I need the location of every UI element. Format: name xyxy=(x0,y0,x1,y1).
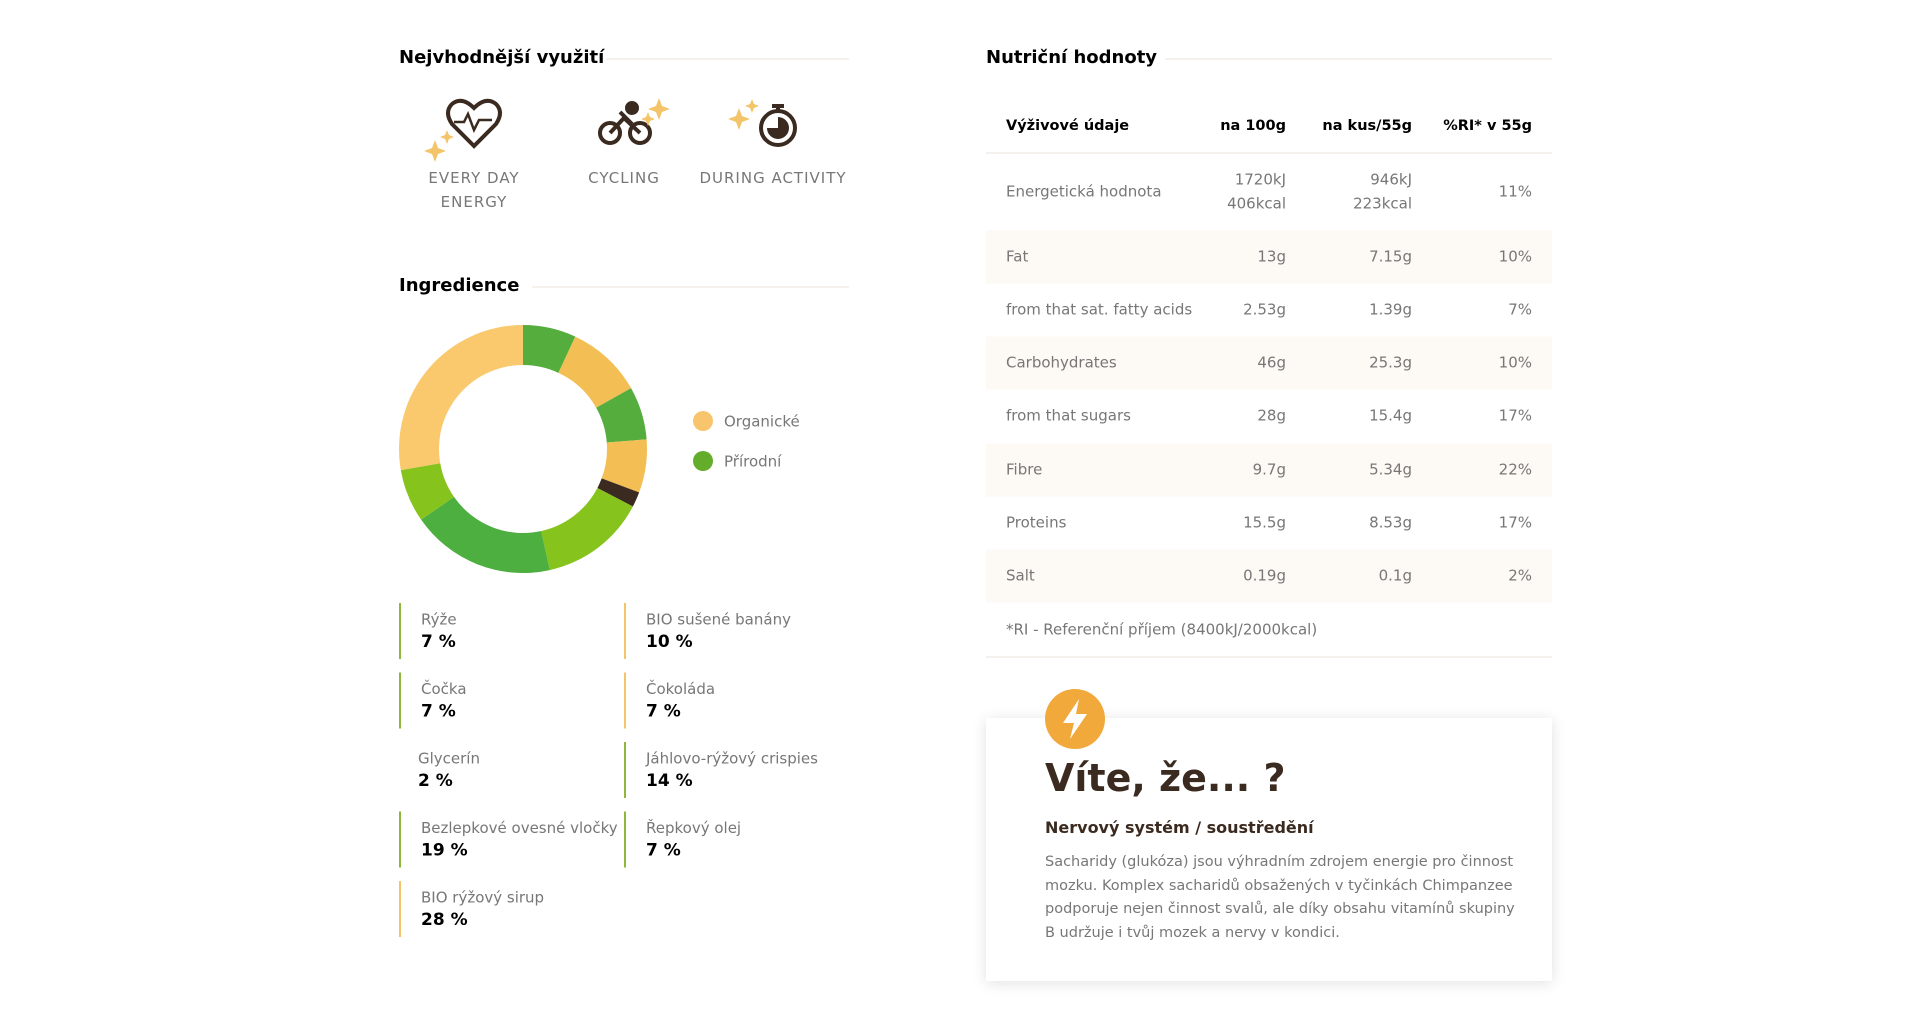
ingredient-name: Rýže xyxy=(421,611,457,629)
table-cell: 25.3g xyxy=(1369,354,1412,372)
section-title: Nejvhodnější využití xyxy=(399,47,605,68)
table-cell: 7% xyxy=(1508,301,1532,319)
cycling-icon xyxy=(598,98,670,145)
ingredient-name: Řepkový olej xyxy=(646,818,741,837)
fact-card: Víte, že... ? Nervový systém / soustředě… xyxy=(986,689,1552,981)
donut-segment xyxy=(558,336,632,408)
legend-swatch xyxy=(693,451,713,471)
ingredient-name: Bezlepkové ovesné vločky xyxy=(421,819,618,837)
table-cell: 223kcal xyxy=(1353,195,1412,213)
row-background xyxy=(986,549,1552,603)
donut-segment xyxy=(399,325,523,471)
ingredient-value: 7 % xyxy=(421,702,456,722)
table-cell: from that sat. fatty acids xyxy=(1006,301,1192,319)
table-cell: 5.34g xyxy=(1369,461,1412,479)
table-cell: 0.1g xyxy=(1379,567,1412,585)
table-cell: from that sugars xyxy=(1006,407,1131,425)
stopwatch-icon xyxy=(728,99,797,147)
ingredient-value: 10 % xyxy=(646,632,693,652)
table-cell: 406kcal xyxy=(1227,195,1286,213)
table-cell: 0.19g xyxy=(1243,567,1286,585)
ingredient-value: 7 % xyxy=(646,841,681,861)
fact-title: Víte, že... ? xyxy=(1045,756,1286,800)
heart-icon xyxy=(424,98,502,162)
table-cell: 15.4g xyxy=(1369,407,1412,425)
ingredient-value: 2 % xyxy=(418,771,453,791)
table-cell: Proteins xyxy=(1006,514,1067,532)
donut-segment xyxy=(596,388,647,443)
ingredient-name: BIO sušené banány xyxy=(646,611,791,629)
ingredient-value: 7 % xyxy=(421,632,456,652)
table-cell: 11% xyxy=(1499,183,1532,201)
ingredient-name: Čočka xyxy=(421,679,467,698)
table-cell: 7.15g xyxy=(1369,248,1412,266)
donut-segment xyxy=(523,325,576,373)
fact-text: Sacharidy (glukóza) jsou výhradním zdroj… xyxy=(1045,854,1515,941)
table-cell: Energetická hodnota xyxy=(1006,183,1162,201)
table-cell: 22% xyxy=(1499,461,1532,479)
table-header: Výživové údaje xyxy=(1006,118,1129,134)
table-cell: 17% xyxy=(1499,514,1532,532)
table-cell: 2.53g xyxy=(1243,301,1286,319)
table-cell: Fibre xyxy=(1006,461,1042,479)
section-title: Ingredience xyxy=(399,275,519,296)
table-cell: 9.7g xyxy=(1253,461,1286,479)
table-footnote: *RI - Referenční příjem (8400kJ/2000kcal… xyxy=(1006,621,1317,639)
table-cell: 15.5g xyxy=(1243,514,1286,532)
ingredient-name: BIO rýžový sirup xyxy=(421,889,544,907)
donut-segment xyxy=(421,496,550,573)
row-background xyxy=(986,230,1552,284)
ingredient-name: Glycerín xyxy=(418,750,480,768)
donut-segment xyxy=(400,463,454,520)
usage-label: DURING ACTIVITY xyxy=(699,169,847,187)
usage-label: CYCLING xyxy=(588,169,660,187)
table-cell: 10% xyxy=(1499,248,1532,266)
fact-subtitle: Nervový systém / soustředění xyxy=(1045,818,1314,837)
table-cell: 46g xyxy=(1257,354,1286,372)
usage-label: EVERY DAY ENERGY xyxy=(428,169,520,211)
table-cell: 10% xyxy=(1499,354,1532,372)
table-cell: 2% xyxy=(1508,567,1532,585)
table-cell: Carbohydrates xyxy=(1006,354,1117,372)
ingredient-value: 28 % xyxy=(421,910,468,930)
ingredient-name: Čokoláda xyxy=(646,679,715,698)
section-title: Nutriční hodnoty xyxy=(986,47,1157,68)
ingredient-value: 7 % xyxy=(646,702,681,722)
table-cell: 946kJ xyxy=(1370,171,1412,189)
ingredient-value: 19 % xyxy=(421,841,468,861)
row-background xyxy=(986,336,1552,390)
bolt-icon xyxy=(1045,689,1105,749)
table-cell: 8.53g xyxy=(1369,514,1412,532)
donut-segment xyxy=(601,439,647,493)
table-cell: Salt xyxy=(1006,567,1035,585)
table-cell: 28g xyxy=(1257,407,1286,425)
ingredient-name: Jáhlovo-rýžový crispies xyxy=(645,750,818,768)
table-cell: 17% xyxy=(1499,407,1532,425)
table-cell: 1.39g xyxy=(1369,301,1412,319)
donut-segment xyxy=(597,478,640,507)
donut-segment xyxy=(541,487,633,571)
legend-label: Přírodní xyxy=(724,453,782,471)
table-cell: Fat xyxy=(1006,248,1028,266)
table-cell: 13g xyxy=(1257,248,1286,266)
table-header: na kus/55g xyxy=(1322,118,1412,134)
ingredient-value: 14 % xyxy=(646,771,693,791)
table-header: na 100g xyxy=(1220,118,1286,134)
legend-swatch xyxy=(693,411,713,431)
row-background xyxy=(986,443,1552,497)
table-header: %RI* v 55g xyxy=(1443,118,1532,134)
legend-label: Organické xyxy=(724,413,800,431)
table-cell: 1720kJ xyxy=(1235,171,1286,189)
